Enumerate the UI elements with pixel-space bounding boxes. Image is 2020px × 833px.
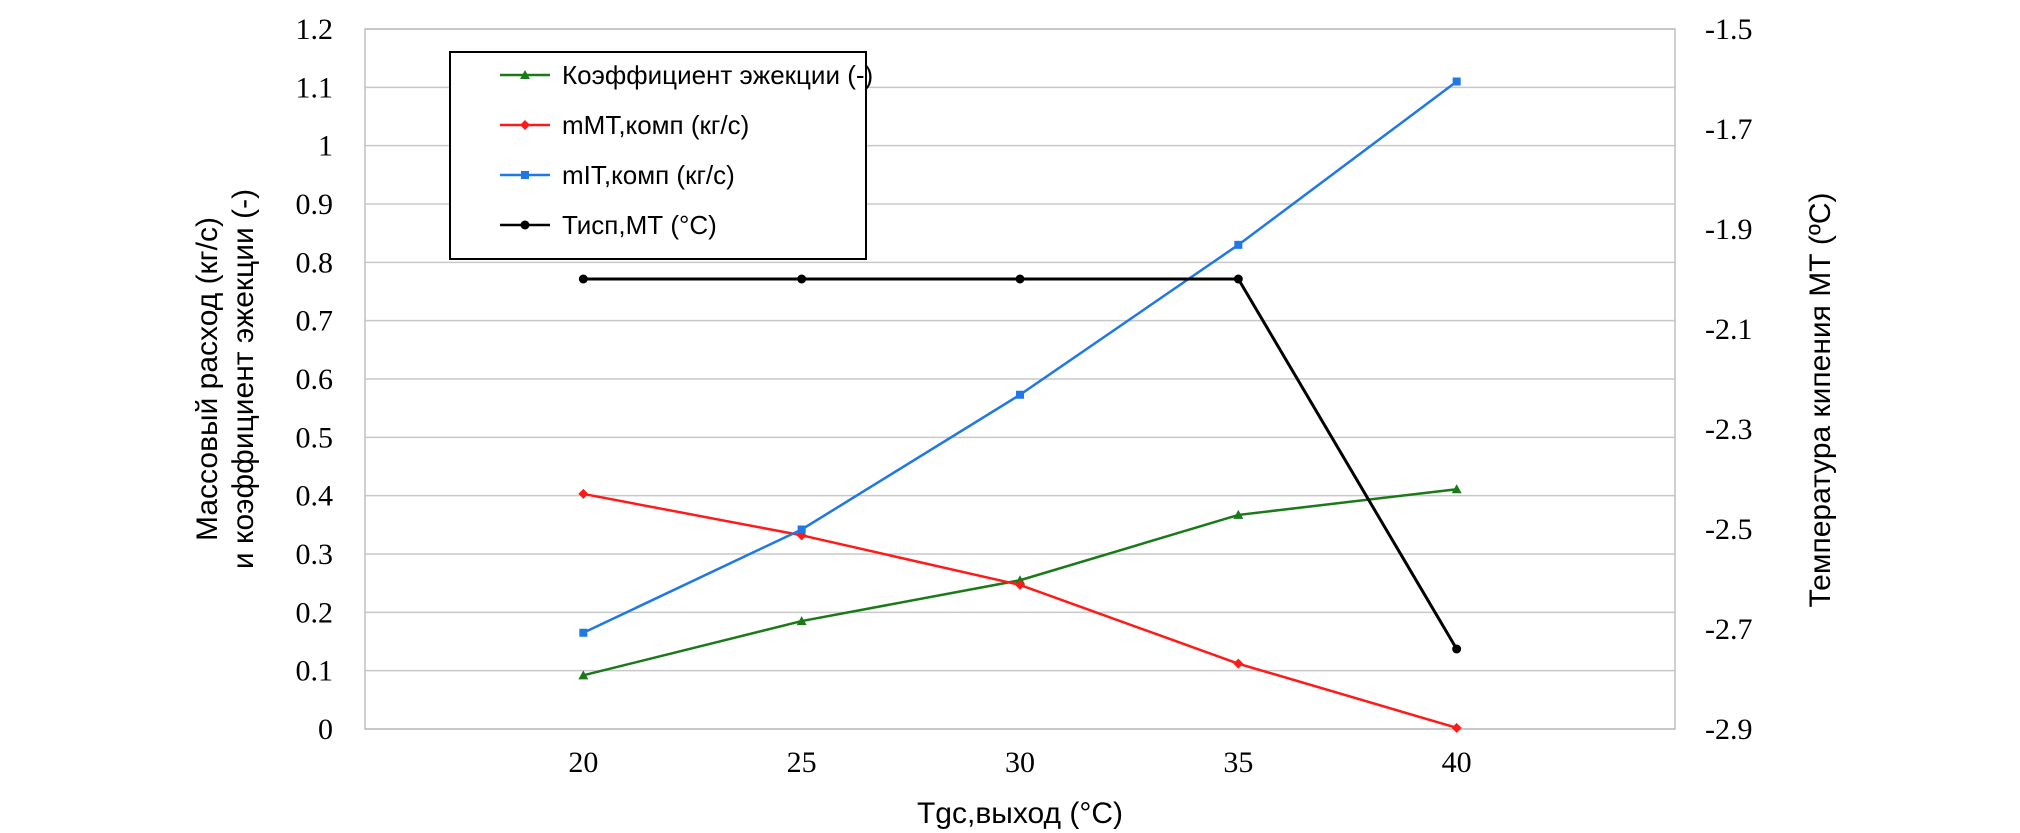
y-right-tick-label: -2.5: [1705, 513, 1753, 546]
y-right-tick-label: -2.7: [1705, 613, 1753, 646]
y-right-tick-label: -2.3: [1705, 413, 1753, 446]
y-left-axis-ticks: 0 0.1 0.2 0.3 0.4 0.5 0.6 0.7 0.8 0.9 1 1.1 1.2: [296, 13, 334, 746]
legend: Коэффициент эжекции (-) mMT,комп (кг/с) mI…: [449, 51, 873, 260]
x-tick-label: 20: [568, 746, 598, 779]
series-1: [578, 488, 1462, 733]
x-tick-label: 35: [1223, 746, 1253, 779]
legend-label: Коэффициент эжекции (-): [562, 60, 873, 90]
data-point: [578, 488, 589, 499]
legend-item: mMT,комп (кг/с): [500, 110, 749, 140]
data-point: [1016, 390, 1024, 399]
data-point: [1451, 722, 1462, 733]
y-left-tick-label: 0.8: [296, 246, 334, 279]
y-right-tick-label: -1.5: [1705, 13, 1753, 46]
y-left-tick-label: 1.1: [296, 71, 334, 104]
data-point: [578, 670, 589, 680]
legend-box: [449, 51, 867, 260]
series-layer: [578, 77, 1462, 733]
legend-label: mMT,комп (кг/с): [562, 110, 749, 140]
series-2: [579, 77, 1461, 637]
legend-marker: [520, 120, 530, 130]
x-tick-label: 30: [1005, 746, 1035, 779]
series-line: [583, 492, 1458, 730]
y-right-tick-label: -1.7: [1705, 113, 1753, 146]
y-right-tick-label: -1.9: [1705, 213, 1753, 246]
data-point: [1452, 644, 1462, 654]
y-left-tick-label: 0.9: [296, 188, 334, 221]
legend-marker: [521, 171, 529, 179]
x-axis-ticks: 20 25 30 35 40: [568, 746, 1471, 779]
legend-item: mIT,комп (кг/с): [500, 160, 735, 190]
data-point: [1451, 484, 1462, 494]
data-point: [1233, 274, 1243, 284]
legend-marker: [520, 220, 530, 230]
y-left-axis-title-line1: Массовый расход (кг/с): [191, 217, 224, 541]
legend-item: Тисп,МТ (°C): [500, 210, 717, 240]
data-point: [797, 525, 806, 534]
data-point: [1452, 77, 1461, 86]
data-point: [1234, 240, 1243, 249]
legend-marker: [520, 70, 530, 79]
x-tick-label: 40: [1442, 746, 1472, 779]
data-point: [579, 628, 588, 637]
series-3: [578, 274, 1462, 654]
series-line: [583, 277, 1458, 650]
x-tick-label: 25: [787, 746, 817, 779]
y-right-axis-ticks: -2.9 -2.7 -2.5 -2.3 -2.1 -1.9 -1.7 -1.5: [1705, 13, 1753, 746]
y-right-tick-label: -2.9: [1705, 713, 1753, 746]
data-point: [1233, 509, 1244, 519]
y-left-axis-title-line2: и коэффициент эжекции (-): [227, 189, 260, 569]
y-left-tick-label: 1: [318, 130, 333, 163]
data-point: [797, 274, 807, 284]
y-left-tick-label: 0.7: [296, 305, 334, 338]
y-left-tick-label: 1.2: [296, 13, 334, 46]
legend-item: Коэффициент эжекции (-): [500, 60, 873, 90]
y-left-tick-label: 0.5: [296, 421, 334, 454]
data-point: [1015, 579, 1025, 590]
y-left-tick-label: 0.6: [296, 363, 334, 396]
legend-label: mIT,комп (кг/с): [562, 160, 735, 190]
x-axis-title: Tgc,выход (°C): [917, 797, 1123, 830]
legend-label: Тисп,МТ (°C): [562, 210, 717, 240]
y-right-tick-label: -2.1: [1705, 313, 1753, 346]
data-point: [1015, 274, 1025, 284]
y-left-tick-label: 0.2: [296, 596, 334, 629]
y-left-tick-label: 0.1: [296, 655, 334, 688]
data-point: [796, 616, 807, 626]
y-left-tick-label: 0.4: [296, 480, 334, 513]
plot-area: [364, 28, 1676, 730]
y-left-tick-label: 0: [318, 713, 333, 746]
y-right-axis-title: Температура кипения МТ (ºC): [1804, 192, 1837, 607]
data-point: [1233, 658, 1244, 669]
y-left-tick-label: 0.3: [296, 538, 334, 571]
data-point: [1015, 575, 1025, 585]
data-point: [578, 274, 588, 284]
